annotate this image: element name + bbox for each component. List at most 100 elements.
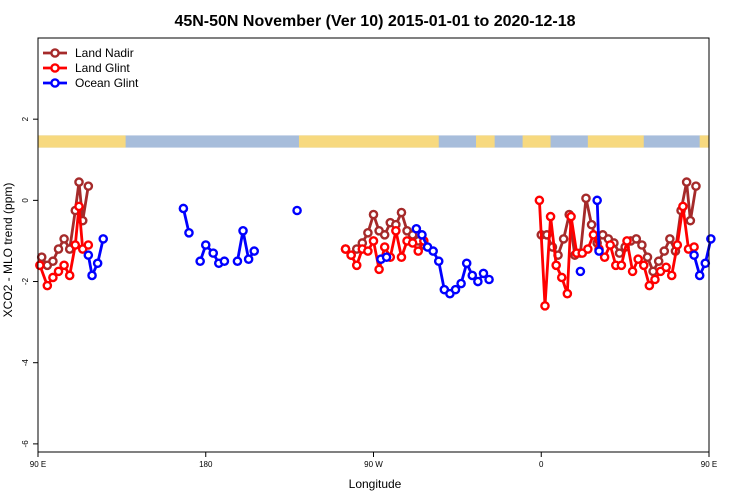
- data-point-2-6-4: [433, 256, 444, 267]
- data-point-2-1-1: [184, 228, 194, 238]
- land-band-4: [587, 135, 644, 148]
- data-point-1-2-2: [545, 211, 556, 222]
- data-point-2-6-3: [428, 246, 438, 256]
- data-point-1-0-4: [59, 260, 69, 271]
- land-band-5: [699, 135, 709, 148]
- data-point-1-2-24: [666, 270, 677, 281]
- data-point-2-6-8: [456, 278, 466, 289]
- data-point-1-2-20: [644, 280, 655, 291]
- data-point-1-2-15: [616, 260, 627, 271]
- data-point-0-2-18: [637, 240, 647, 250]
- data-point-1-2-19: [638, 260, 649, 271]
- data-point-1-1-13: [413, 246, 424, 256]
- data-point-1-2-0: [534, 195, 545, 206]
- x-tick-label-2: 90 W: [364, 460, 383, 469]
- series-0: [36, 177, 701, 277]
- data-point-2-3-1: [238, 225, 248, 236]
- data-point-0-1-4: [363, 228, 373, 238]
- data-point-1-0-1: [42, 280, 53, 291]
- data-point-0-0-0: [36, 252, 47, 262]
- data-point-1-2-16: [622, 236, 632, 246]
- data-point-2-0-0: [83, 250, 94, 260]
- series-line-0-2: [541, 180, 698, 273]
- data-point-2-0-1: [87, 270, 97, 281]
- data-point-0-0-2: [48, 256, 58, 267]
- series-1: [35, 195, 699, 311]
- data-point-0-0-3: [53, 244, 64, 254]
- data-point-1-2-25: [672, 240, 683, 250]
- data-point-1-1-7: [379, 242, 390, 252]
- y-axis-label: XCO2 - MLO trend (ppm): [1, 183, 15, 318]
- x-tick-label-0: 90 E: [30, 460, 46, 469]
- data-point-2-9-1: [694, 270, 705, 281]
- data-point-2-6-11: [473, 276, 483, 287]
- data-point-0-2-17: [631, 234, 642, 244]
- data-point-2-2-4: [219, 256, 230, 267]
- data-point-2-1-0: [178, 203, 189, 214]
- data-point-1-2-21: [650, 274, 660, 285]
- data-point-1-1-4: [363, 246, 373, 256]
- data-point-2-6-9: [461, 258, 472, 269]
- data-point-2-4-0: [292, 205, 302, 216]
- data-point-2-6-0: [411, 223, 422, 234]
- data-point-0-2-28: [691, 181, 701, 191]
- data-point-0-2-26: [681, 177, 692, 187]
- data-point-1-1-9: [391, 225, 401, 236]
- data-point-0-2-23: [665, 234, 675, 244]
- data-point-1-0-3: [53, 266, 64, 277]
- data-point-1-0-6: [70, 240, 81, 250]
- data-point-1-1-1: [346, 250, 356, 260]
- data-point-0-1-5: [368, 209, 379, 220]
- data-point-1-2-9: [583, 244, 593, 254]
- data-point-0-2-8: [581, 193, 591, 204]
- land-band-0: [38, 135, 126, 148]
- data-point-2-3-0: [232, 256, 243, 267]
- data-point-2-7-0: [575, 266, 586, 277]
- data-point-0-2-20: [648, 266, 658, 277]
- data-point-1-2-18: [633, 254, 643, 265]
- data-point-1-2-17: [627, 266, 638, 277]
- y-tick-label-1: -4: [21, 359, 30, 367]
- land-band-1: [298, 135, 439, 148]
- data-point-1-2-26: [678, 201, 688, 212]
- data-point-2-0-2: [92, 258, 103, 269]
- data-point-1-2-5: [562, 288, 573, 299]
- data-point-2-2-2: [208, 248, 219, 258]
- data-point-1-1-12: [407, 238, 418, 248]
- data-point-0-2-21: [653, 256, 664, 267]
- series-line-1-0: [38, 204, 90, 288]
- x-tick-label-3: 0: [539, 460, 544, 469]
- data-point-2-9-2: [700, 258, 711, 269]
- series-line-2-0: [86, 238, 105, 277]
- data-point-0-1-7: [379, 230, 390, 240]
- data-point-1-1-6: [374, 264, 384, 275]
- data-point-1-1-2: [351, 260, 362, 271]
- data-point-2-2-0: [195, 256, 205, 267]
- data-point-1-2-23: [661, 262, 671, 273]
- legend-marker-1: [50, 63, 60, 73]
- legend-label-2: Ocean Glint: [75, 76, 139, 90]
- data-point-2-0-3: [98, 234, 109, 244]
- data-point-0-0-9: [83, 181, 94, 191]
- data-point-2-9-3: [706, 234, 716, 244]
- data-point-1-1-0: [340, 244, 351, 254]
- legend-label-1: Land Glint: [75, 61, 130, 75]
- data-point-1-2-13: [605, 240, 616, 250]
- legend-marker-0: [50, 48, 60, 58]
- data-point-2-2-1: [200, 240, 211, 250]
- series-2: [83, 195, 716, 299]
- data-point-0-2-22: [659, 246, 670, 256]
- data-point-0-2-27: [685, 215, 696, 226]
- data-point-1-2-12: [599, 252, 610, 262]
- data-point-0-0-4: [59, 234, 69, 244]
- data-point-2-8-1: [594, 246, 604, 256]
- data-point-2-6-12: [478, 268, 489, 279]
- data-point-1-0-2: [48, 272, 58, 283]
- data-point-1-2-28: [689, 242, 699, 252]
- data-point-2-3-2: [243, 254, 254, 265]
- y-tick-label-2: -2: [21, 277, 30, 285]
- data-point-1-1-5: [368, 236, 379, 246]
- data-point-1-0-9: [83, 240, 94, 250]
